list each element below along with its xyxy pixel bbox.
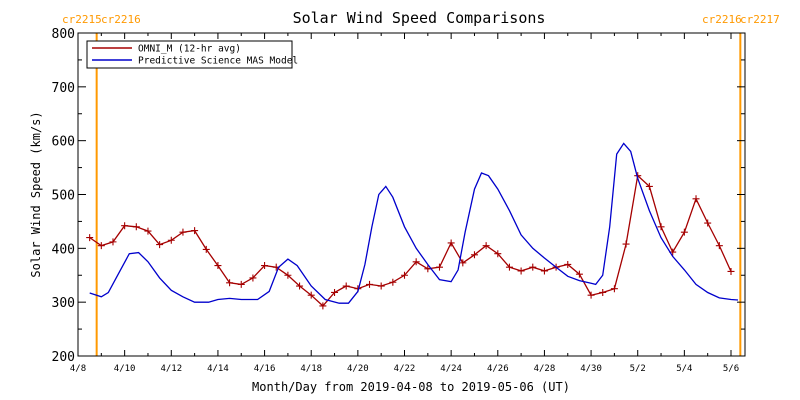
x-axis-label: Month/Day from 2019-04-08 to 2019-05-06 … — [252, 380, 570, 394]
carrington-label-left-second: cr2216 — [101, 13, 141, 26]
x-tick-label: 5/2 — [630, 364, 646, 374]
data-point-marker — [564, 260, 572, 268]
data-point-marker — [680, 228, 688, 236]
data-point-marker — [156, 241, 164, 249]
data-point-marker — [435, 263, 443, 271]
data-point-marker — [97, 242, 105, 250]
legend: OMNI_M (12-hr avg) Predictive Science MA… — [86, 40, 298, 69]
data-point-marker — [517, 267, 525, 275]
data-point-marker — [284, 271, 292, 279]
data-point-marker — [237, 280, 245, 288]
data-point-marker — [540, 267, 548, 275]
x-tick-label: 4/26 — [487, 364, 509, 374]
y-tick-label: 300 — [52, 296, 75, 311]
data-point-marker — [121, 222, 129, 230]
data-point-marker — [296, 282, 304, 290]
y-tick-label: 600 — [52, 135, 75, 150]
data-point-marker — [132, 223, 140, 231]
series-line-0 — [89, 174, 732, 307]
legend-label-mas: Predictive Science MAS Model — [138, 56, 298, 67]
y-tick-label: 700 — [52, 81, 75, 96]
data-point-marker — [261, 262, 269, 270]
x-tick-label: 4/8 — [70, 364, 86, 374]
x-tick-label: 4/12 — [160, 364, 182, 374]
series-line-1 — [89, 142, 739, 304]
x-tick-label: 5/6 — [723, 364, 739, 374]
y-tick-label: 200 — [52, 350, 75, 365]
data-point-marker — [307, 291, 315, 299]
data-point-marker — [214, 262, 222, 270]
data-point-marker — [505, 263, 513, 271]
data-point-marker — [727, 267, 735, 275]
data-point-marker — [599, 288, 607, 296]
x-tick-label: 4/10 — [114, 364, 136, 374]
data-point-marker — [249, 274, 257, 282]
data-point-marker — [622, 240, 630, 248]
data-point-marker — [191, 227, 199, 235]
data-point-marker — [424, 265, 432, 273]
legend-box — [86, 40, 293, 69]
y-tick-label: 400 — [52, 242, 75, 257]
data-point-marker — [529, 263, 537, 271]
x-tick-label: 4/22 — [394, 364, 416, 374]
data-point-marker — [692, 195, 700, 203]
y-axis-label: Solar Wind Speed (km/s) — [29, 111, 43, 277]
data-point-marker — [86, 234, 94, 242]
x-tick-label: 4/14 — [207, 364, 229, 374]
data-point-marker — [494, 250, 502, 258]
x-tick-label: 4/28 — [534, 364, 556, 374]
data-point-marker — [342, 282, 350, 290]
y-tick-label: 500 — [52, 189, 75, 204]
data-point-marker — [401, 271, 409, 279]
data-point-marker — [412, 258, 420, 266]
data-point-marker — [715, 242, 723, 250]
x-tick-label: 4/24 — [440, 364, 462, 374]
data-point-marker — [377, 282, 385, 290]
data-point-marker — [587, 291, 595, 299]
axes: 4/8 4/10 4/12 4/14 4/16 4/18 4/20 4/22 4/24 4/26 4… — [52, 27, 745, 374]
x-tick-label: 4/16 — [254, 364, 276, 374]
carrington-label-right-first: cr2216 — [702, 13, 742, 26]
data-point-marker — [447, 239, 455, 247]
data-point-marker — [109, 238, 117, 246]
data-point-marker — [389, 278, 397, 286]
data-point-marker — [470, 251, 478, 259]
carrington-label-left-first: cr2215 — [62, 13, 102, 26]
x-tick-label: 4/20 — [347, 364, 369, 374]
data-point-marker — [645, 182, 653, 190]
data-point-marker — [704, 219, 712, 227]
data-point-marker — [179, 228, 187, 236]
x-tick-label: 4/18 — [300, 364, 322, 374]
data-point-marker — [331, 288, 339, 296]
chart-title: Solar Wind Speed Comparisons — [293, 9, 546, 27]
plot-area — [86, 33, 742, 356]
data-point-marker — [366, 280, 374, 288]
plot-frame — [77, 32, 746, 357]
data-point-marker — [575, 270, 583, 278]
data-point-marker — [610, 285, 618, 293]
data-point-marker — [202, 245, 210, 253]
y-tick-label: 800 — [52, 27, 75, 42]
x-tick-label: 4/30 — [580, 364, 602, 374]
carrington-label-right-second: cr2217 — [740, 13, 780, 26]
data-point-marker — [459, 259, 467, 267]
data-point-marker — [482, 242, 490, 250]
legend-label-omni: OMNI_M (12-hr avg) — [138, 44, 241, 55]
data-point-marker — [226, 279, 234, 287]
x-tick-label: 5/4 — [676, 364, 692, 374]
data-point-marker — [657, 223, 665, 231]
data-point-marker — [167, 236, 175, 244]
data-point-marker — [144, 227, 152, 235]
data-point-marker — [319, 302, 327, 310]
